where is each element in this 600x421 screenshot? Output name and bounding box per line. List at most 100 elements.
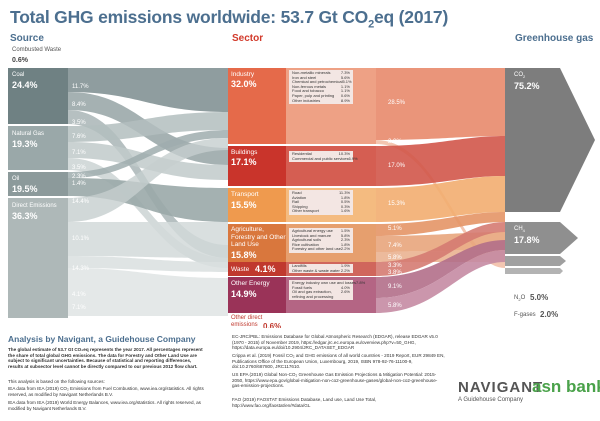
subcategory-row: Livestock and manure 5.8% [292, 232, 350, 238]
subcategory-row: Commercial and public services 6.9% [292, 155, 358, 161]
ch4-value: 17.8% [514, 235, 540, 245]
flow-value: 3.8% [388, 270, 402, 276]
waste-subcategories: Landfills 1.9% Other waste & waste water 2… [289, 263, 353, 274]
co2-arrow [505, 68, 595, 212]
agriculture-block [228, 224, 286, 262]
subcategory-row: Aviation 1.8% [292, 194, 350, 200]
industry-label: Industry [231, 71, 255, 78]
transport-subcategories: Road 11.3% Aviation 1.8% Rail 0.5% Shipping… [289, 190, 353, 215]
right-ref: EC-JRC/PBL: Emissions Database for Globa… [232, 334, 438, 351]
flow-value: 2.3% [72, 174, 86, 180]
industry-value: 32.0% [231, 79, 257, 89]
n2o-arrow [505, 256, 566, 266]
flow-direct-agri [68, 222, 228, 258]
sector-header: Sector [232, 33, 264, 44]
right-ref: US EPA (2019) Global Non-CO₂ Greenhouse … [232, 372, 438, 389]
flow-value: 4.1% [72, 292, 86, 298]
flow-oil-industry [68, 130, 228, 178]
subcategory-row: Agricultural energy use 1.5% [292, 228, 350, 233]
source-header: Source [10, 33, 44, 44]
flow-value: 3.3% [388, 263, 402, 269]
flow-direct-industry [68, 138, 228, 222]
subcategory-row: Chemical and petrochemical 5.1% [292, 79, 352, 85]
combusted-waste-label: Combusted Waste [12, 47, 62, 53]
asn-bank-logo: asn bank [532, 377, 600, 396]
coal-value: 24.4% [12, 80, 38, 90]
agriculture-value: 15.8% [231, 250, 257, 260]
subcategory-row: Other transport 1.6% [292, 208, 350, 214]
flow-industry-co2 [376, 68, 505, 140]
fgas-value: 2.0% [540, 310, 559, 319]
combusted-waste-value: 0.6% [12, 57, 28, 64]
coal-block [8, 68, 68, 124]
subcategory-row: Forestry and other land use 2.2% [292, 246, 351, 252]
flow-value: 28.5% [388, 100, 406, 106]
oil-value: 19.5% [12, 184, 38, 194]
n2o-label: N2O [514, 295, 526, 303]
n2o-value: 5.0% [530, 293, 549, 302]
direct-emissions-label: Direct Emissions [12, 203, 57, 209]
subcategory-row: Rail 0.5% [292, 199, 350, 205]
flow-value: 8.4% [72, 102, 86, 108]
other-energy-label: Other Energy [231, 280, 270, 287]
flow-value: 10.1% [72, 236, 90, 242]
flow-value: 14.4% [72, 199, 90, 205]
other-direct-value: 0.6% [263, 322, 282, 331]
flow-gas-other [68, 158, 228, 268]
transport-block [228, 188, 286, 222]
flow-coal-industry [68, 68, 228, 112]
oil-block [8, 172, 68, 196]
buildings-subcategories: Residential 10.3% Commercial and public s… [289, 151, 358, 163]
waste-block [228, 262, 286, 276]
fgas-label: F-gases [514, 312, 536, 318]
natural-gas-label: Natural Gas [12, 131, 45, 137]
subcategory-row: Road 11.3% [292, 190, 350, 195]
subcategory-row: Other industries 8.9% [292, 97, 350, 103]
fgas-arrow [505, 268, 563, 274]
flow-value: 15.3% [388, 201, 406, 207]
transport-label: Transport [231, 191, 259, 198]
waste-label: Waste [231, 266, 250, 273]
subcategory-row: Non-metallic minerals 7.3% [292, 70, 350, 75]
analysis-intro: The global estimate of 53.7 Gt CO₂eq rep… [8, 347, 203, 369]
other-direct-label: Other direct emissions [231, 315, 263, 328]
subcategory-row: Iron and steel 5.6% [292, 74, 350, 80]
flow-oil-transport [68, 178, 228, 222]
direct-emissions-value: 36.3% [12, 211, 38, 221]
buildings-value: 17.1% [231, 157, 257, 167]
flow-value: 9.1% [388, 284, 402, 290]
flow-value: 11.7% [72, 84, 89, 90]
subcategory-row: Rice cultivation 1.8% [292, 241, 350, 247]
subcategory-row: Energy industry own use and losses 7.8% [292, 280, 366, 285]
flow-waste-ch4 [376, 222, 505, 276]
buildings-block [228, 146, 286, 186]
subcategory-row: Non-ferrous metals 1.1% [292, 83, 350, 89]
subcategory-row: Oil and gas extraction, refining and pro… [292, 289, 350, 299]
other-energy-subcategories: Energy industry own use and losses 7.8% F… [289, 280, 366, 301]
flow-gas-buildings [68, 142, 228, 180]
right-ref: FAO (2019) FAOSTAT Emissions Database, L… [232, 397, 377, 408]
flow-value: 5.1% [388, 226, 402, 232]
flow-value: 5.8% [388, 303, 402, 309]
other-energy-value: 14.9% [231, 289, 257, 299]
subcategory-row: Landfills 1.9% [292, 263, 350, 268]
flow-direct-waste [68, 256, 228, 272]
analysis-title: Analysis by Navigant, a Guidehouse Compa… [8, 334, 196, 344]
navigant-tagline: A Guidehouse Company [458, 397, 524, 403]
flow-value: 1.4% [72, 181, 86, 187]
flow-other-energy-ch4 [376, 250, 505, 313]
oil-label: Oil [12, 176, 20, 182]
industry-block [228, 68, 286, 144]
direct-emissions-block [8, 198, 68, 318]
agriculture-subcategories: Agricultural energy use 1.5% Livestock an… [289, 228, 353, 253]
flow-value: 5.8% [388, 255, 402, 261]
subcategory-row: Residential 10.3% [292, 151, 350, 156]
subcategory-row: Fossil fuels 4.0% [292, 284, 350, 290]
flow-agri-co2 [376, 212, 505, 236]
natural-gas-value: 19.3% [12, 139, 38, 149]
waste-value: 4.1% [255, 264, 276, 274]
flow-value: 2.0% [388, 139, 402, 145]
flow-buildings-co2 [376, 136, 505, 186]
flow-direct-other [68, 268, 228, 316]
gas-header: Greenhouse gas [515, 33, 594, 44]
